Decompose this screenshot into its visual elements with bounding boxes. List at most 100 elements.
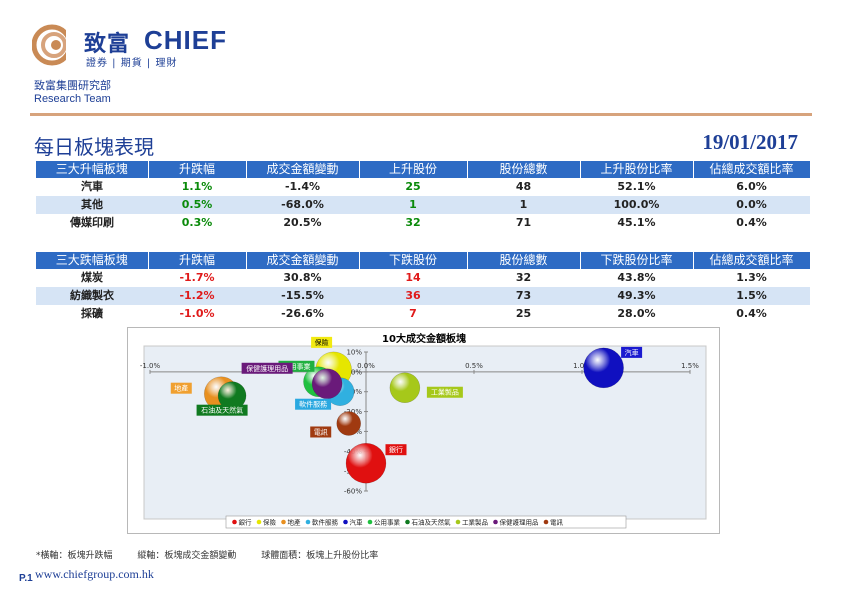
y-tick-label: 10% xyxy=(346,349,362,357)
decline-ratio-cell: 28.0% xyxy=(617,307,656,320)
legend-marker xyxy=(343,519,348,525)
bubble-chart-svg: 10大成交金額板塊 -1.0%-0.5%0.0%0.5%1.0%1.5%10%0… xyxy=(140,332,707,529)
legend-item: 軟件服務 xyxy=(312,518,339,527)
turnover-share-cell: 6.0% xyxy=(736,180,767,193)
column-header: 下跌股份 xyxy=(359,252,468,269)
decliners-cell: 14 xyxy=(405,271,421,284)
legend-marker xyxy=(367,519,373,525)
bubble-label-text: 保險 xyxy=(315,338,329,347)
change-cell: -1.0% xyxy=(179,307,215,320)
bubble-label-box xyxy=(310,426,332,438)
footnote-x-axis: *橫軸：板塊升跌幅 xyxy=(36,551,113,561)
bubble-汽車 xyxy=(583,347,624,389)
table-row: 紡織製衣 -1.2% -15.5% 36 73 49.3% 1.5% xyxy=(36,287,810,305)
advance-ratio-cell: 45.1% xyxy=(617,216,656,229)
advancers-cell: 25 xyxy=(405,180,421,193)
logo-english-name: CHIEF xyxy=(144,25,227,55)
decliners-cell: 36 xyxy=(359,287,467,305)
page-title: 每日板塊表現 xyxy=(34,135,154,159)
legend-item: 保健護理用品 xyxy=(500,518,539,527)
column-header: 升跌幅 xyxy=(148,161,247,178)
turnover-share-cell: 0.0% xyxy=(693,196,810,214)
legend-marker xyxy=(543,519,549,525)
total-stocks-cell: 73 xyxy=(467,287,580,305)
bubble-工業製品 xyxy=(389,372,421,403)
table-row: 採礦 -1.0% -26.6% 7 25 28.0% 0.4% xyxy=(36,305,810,323)
sector-bubble-chart: 10大成交金額板塊 -1.0%-0.5%0.0%0.5%1.0%1.5%10%0… xyxy=(127,327,720,534)
sector-name: 紡織製衣 xyxy=(36,287,148,305)
bubble-layer xyxy=(204,347,624,484)
turnover-change-cell: -15.5% xyxy=(246,287,359,305)
legend-item: 地產 xyxy=(288,518,302,527)
chart-legend: 銀行 保險 地產 軟件服務 汽車 公用事業 石油及天然氣 工業製品 保健護理用品 電訊 xyxy=(225,515,627,529)
legend-item: 公用事業 xyxy=(374,518,401,527)
column-header: 上升股份 xyxy=(359,161,468,178)
total-stocks-cell: 25 xyxy=(515,307,532,320)
bubble-label-text: 地產 xyxy=(174,384,188,393)
x-tick-label: -1.0% xyxy=(140,362,161,370)
bubble-label-text: 工業製品 xyxy=(431,388,459,397)
top-gainers-table: 三大升幅板塊 升跌幅 成交金額變動 上升股份 股份總數 上升股份比率 佔總成交額… xyxy=(36,161,811,232)
advancers-cell: 32 xyxy=(405,216,421,229)
turnover-change-cell: 30.8% xyxy=(283,271,322,284)
x-tick-label: 0.0% xyxy=(357,362,375,370)
y-tick-label: -20% xyxy=(344,408,362,416)
x-tick-label: 1.5% xyxy=(681,362,699,370)
total-stocks-cell: 1 xyxy=(467,196,580,214)
turnover-share-cell: 1.5% xyxy=(693,287,810,305)
bubble-label-box xyxy=(278,360,315,372)
website-link[interactable]: www.chiefgroup.com.hk xyxy=(35,567,154,581)
y-tick-label: -60% xyxy=(344,488,362,496)
column-header: 佔總成交額比率 xyxy=(693,161,811,178)
table-header-row: 三大升幅板塊 升跌幅 成交金額變動 上升股份 股份總數 上升股份比率 佔總成交額… xyxy=(36,161,811,178)
table-row: 煤炭 -1.7% 30.8% 14 32 43.8% 1.3% xyxy=(36,269,810,287)
department-name: 致富集團研究部 xyxy=(34,79,111,92)
legend-item: 汽車 xyxy=(350,518,364,527)
legend-item: 銀行 xyxy=(239,518,253,527)
legend-marker xyxy=(281,519,286,525)
column-header: 成交金額變動 xyxy=(246,252,360,269)
advance-ratio-cell: 52.1% xyxy=(617,180,656,193)
x-tick-label: 0.5% xyxy=(465,362,483,370)
turnover-change-cell: 20.5% xyxy=(283,216,322,229)
turnover-share-cell: 0.4% xyxy=(736,216,767,229)
bubble-label-text: 石油及天然氣 xyxy=(201,406,243,415)
bubble-電訊 xyxy=(336,411,361,436)
change-cell: -1.7% xyxy=(179,271,215,284)
table-header-row: 三大跌幅板塊 升跌幅 成交金額變動 下跌股份 股份總數 下跌股份比率 佔總成交額… xyxy=(36,252,811,269)
legend-item: 電訊 xyxy=(550,518,564,527)
column-header: 升跌幅 xyxy=(148,252,247,269)
column-header: 下跌股份比率 xyxy=(580,252,694,269)
sector-name: 其他 xyxy=(36,196,148,214)
report-date: 19/01/2017 xyxy=(702,130,798,154)
header-divider xyxy=(30,113,812,116)
total-stocks-cell: 71 xyxy=(515,216,532,229)
column-header: 三大升幅板塊 xyxy=(36,161,149,178)
bubble-label-box xyxy=(196,404,248,416)
bubble-label-text: 電訊 xyxy=(314,427,328,436)
column-header: 上升股份比率 xyxy=(580,161,694,178)
sector-name: 汽車 xyxy=(81,180,103,193)
sector-name: 採礦 xyxy=(81,307,103,320)
page-number: P.1 xyxy=(19,573,33,584)
table-row: 其他 0.5% -68.0% 1 1 100.0% 0.0% xyxy=(36,196,810,214)
decline-ratio-cell: 49.3% xyxy=(580,287,693,305)
change-cell: 0.3% xyxy=(181,216,213,229)
bubble-label-text: 公用事業 xyxy=(282,362,310,371)
turnover-change-cell: -68.0% xyxy=(246,196,359,214)
team-name: Research Team xyxy=(34,93,111,105)
turnover-change-cell: -1.4% xyxy=(284,180,321,193)
top-losers-table: 三大跌幅板塊 升跌幅 成交金額變動 下跌股份 股份總數 下跌股份比率 佔總成交額… xyxy=(36,252,811,323)
bubble-label-box xyxy=(241,362,293,374)
legend-marker xyxy=(256,519,262,525)
bubble-label-box xyxy=(311,336,333,348)
table-row: 傳媒印刷 0.3% 20.5% 32 71 45.1% 0.4% xyxy=(36,214,810,232)
decline-ratio-cell: 43.8% xyxy=(617,271,656,284)
legend-box xyxy=(225,515,627,529)
legend-marker xyxy=(305,519,311,525)
change-cell: 0.5% xyxy=(148,196,246,214)
bubble-label-box xyxy=(170,382,192,394)
chief-logo-icon xyxy=(32,24,78,66)
column-header: 股份總數 xyxy=(467,161,581,178)
